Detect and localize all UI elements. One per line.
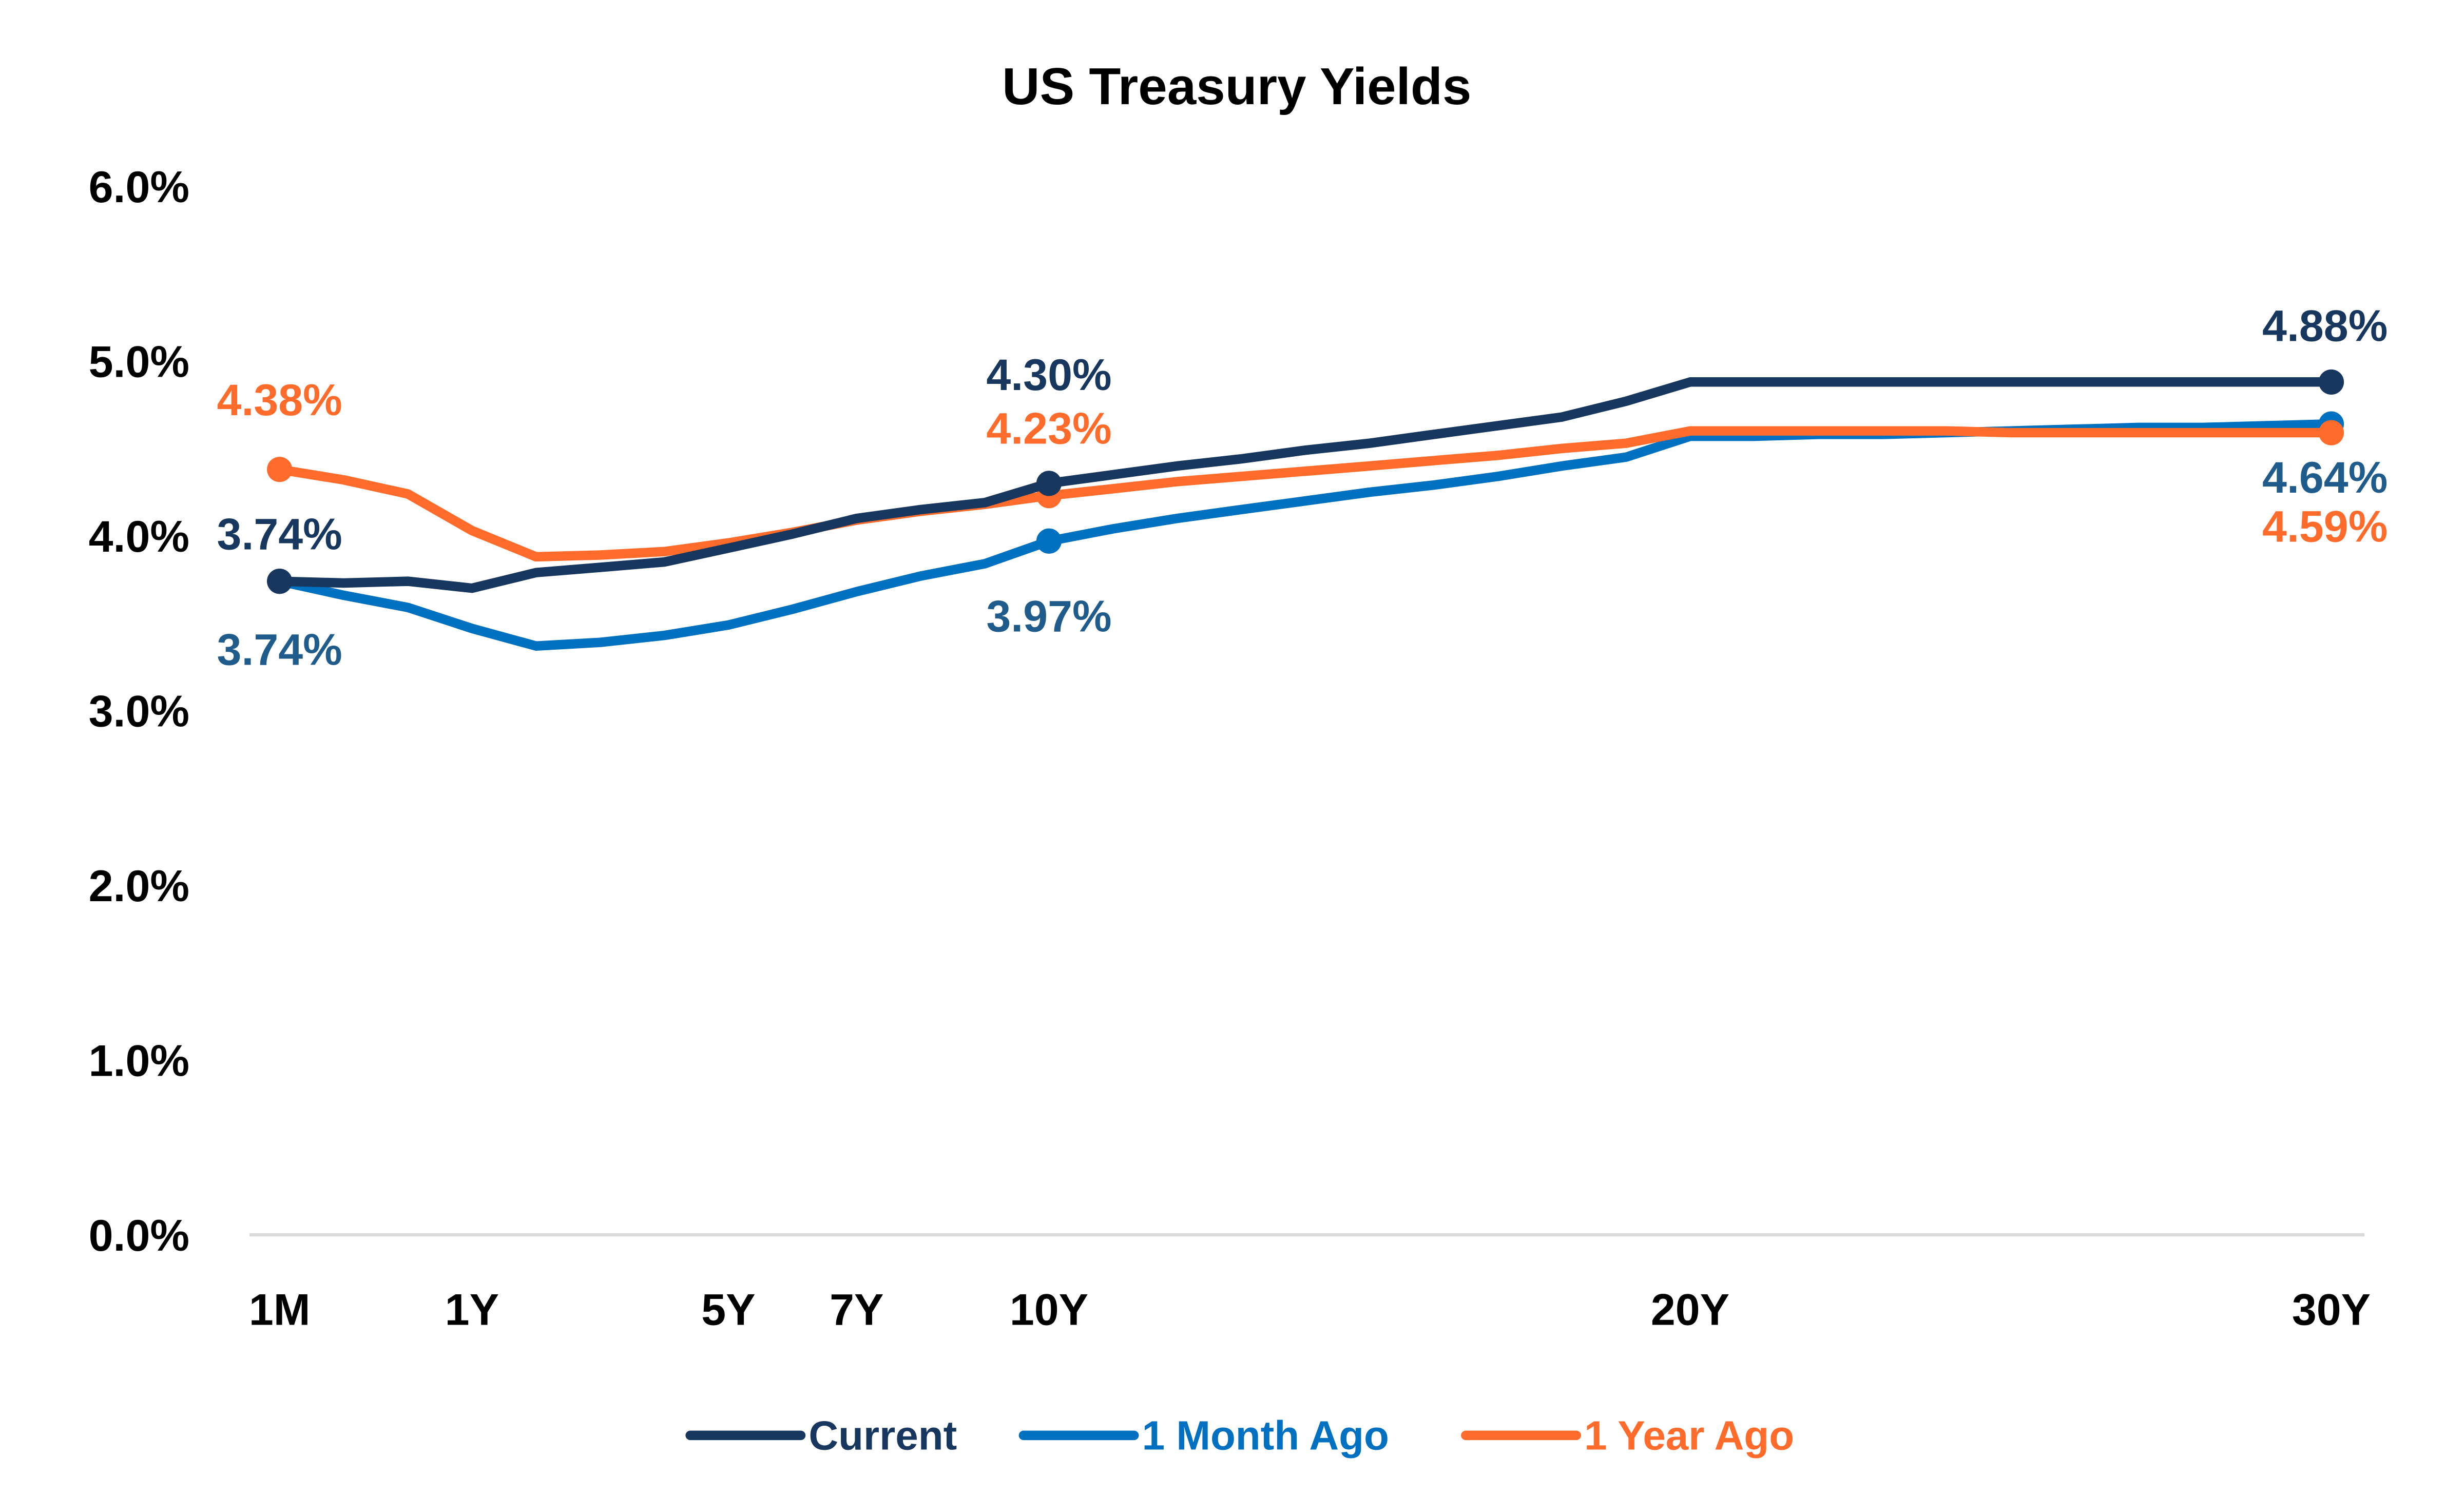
chart-title: US Treasury Yields [1002, 57, 1471, 115]
data-point-marker [1036, 528, 1062, 554]
x-tick-label: 1Y [445, 1285, 499, 1334]
data-point-marker [267, 568, 293, 594]
data-label: 4.23% [986, 404, 1111, 454]
legend-label: Current [808, 1413, 957, 1459]
y-tick-label: 1.0% [89, 1036, 189, 1085]
data-label: 4.30% [986, 351, 1111, 400]
data-label: 4.88% [2262, 302, 2388, 351]
legend-label: 1 Month Ago [1142, 1413, 1389, 1459]
data-label: 3.74% [217, 510, 342, 559]
x-axis-ticks: 1M 1Y 5Y 7Y 10Y 20Y 30Y [249, 1285, 2371, 1334]
data-label: 4.38% [217, 376, 342, 425]
y-tick-label: 2.0% [89, 862, 189, 911]
y-tick-label: 6.0% [89, 163, 189, 212]
y-tick-label: 4.0% [89, 512, 189, 561]
x-tick-label: 1M [249, 1285, 311, 1334]
data-label: 4.59% [2262, 502, 2388, 551]
data-point-marker [1036, 471, 1062, 496]
data-label: 3.97% [986, 592, 1111, 642]
data-point-marker [267, 457, 293, 482]
x-tick-label: 7Y [830, 1285, 883, 1334]
x-tick-label: 10Y [1010, 1285, 1088, 1334]
x-tick-label: 5Y [701, 1285, 755, 1334]
data-label: 4.64% [2262, 453, 2388, 502]
series-line-1-year-ago [279, 426, 2332, 562]
data-labels: 3.74% 4.30% 4.88% 3.74% 3.97% 4.64% 4.38% 4.23%… [217, 302, 2388, 675]
x-tick-label: 30Y [2292, 1285, 2371, 1334]
data-point-marker [2318, 369, 2344, 395]
y-tick-label: 5.0% [89, 337, 189, 386]
legend-label: 1 Year Ago [1584, 1413, 1794, 1459]
series-line-1-month-ago [278, 419, 2332, 651]
series-lines [267, 369, 2344, 651]
y-axis-ticks: 0.0% 1.0% 2.0% 3.0% 4.0% 5.0% 6.0% [89, 163, 189, 1260]
series-line-current [279, 377, 2332, 593]
legend: Current 1 Month Ago 1 Year Ago [685, 1413, 1794, 1459]
data-point-marker [2318, 420, 2344, 445]
y-tick-label: 3.0% [89, 687, 189, 736]
x-tick-label: 20Y [1651, 1285, 1729, 1334]
data-label: 3.74% [217, 625, 342, 674]
y-tick-label: 0.0% [89, 1211, 189, 1260]
